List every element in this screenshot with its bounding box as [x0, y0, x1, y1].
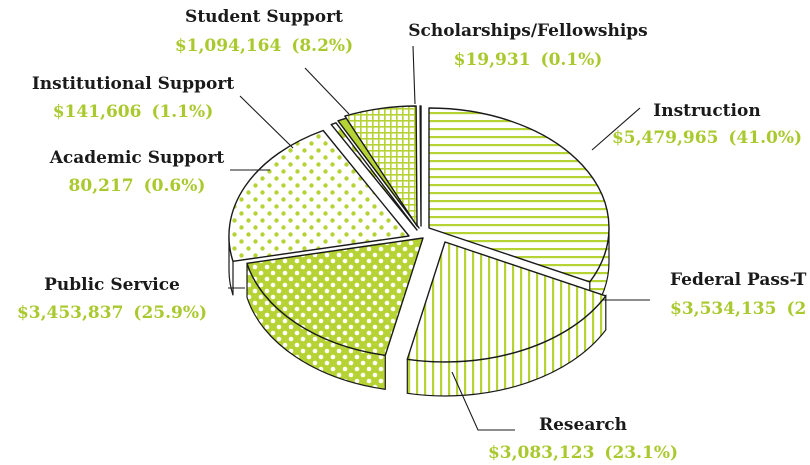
slice-label-value-5: $141,606 (1.1%)	[53, 102, 214, 122]
slice-label-value-6: $1,094,164 (8.2%)	[175, 36, 353, 56]
slice-amount-1: $3,534,135	[670, 299, 776, 319]
slice-label-name-2: Research	[539, 415, 627, 435]
slice-label-name-1: Federal Pass-T	[670, 270, 807, 290]
slice-amount-0: $5,479,965	[612, 128, 718, 148]
pie-slice-3	[228, 129, 410, 262]
slice-label-value-3: $3,453,837 (25.9%)	[17, 303, 207, 323]
slice-label-value-0: $5,479,965 (41.0%)	[612, 128, 802, 148]
slice-amount-6: $1,094,164	[175, 36, 282, 56]
slice-label-value-7: $19,931 (0.1%)	[454, 50, 603, 70]
slice-percent-2: (23.1%)	[604, 443, 678, 463]
slice-label-name-4: Academic Support	[49, 148, 225, 168]
leader-lines	[228, 45, 650, 431]
slice-label-value-1: $3,534,135 (2	[670, 299, 806, 319]
slice-percent-7: (0.1%)	[541, 50, 603, 70]
slice-label-value-2: $3,083,123 (23.1%)	[488, 443, 678, 463]
slice-label-name-7: Scholarships/Fellowships	[408, 21, 648, 41]
slice-percent-1: (2	[786, 299, 806, 319]
slice-label-name-3: Public Service	[44, 275, 180, 295]
slice-amount-3: $3,453,837	[17, 303, 123, 323]
slice-label-value-4: 80,217 (0.6%)	[69, 176, 206, 196]
leader-line-7	[412, 45, 416, 105]
leader-line-6	[304, 67, 350, 115]
slice-label-name-6: Student Support	[185, 7, 343, 27]
pie-slice-1	[406, 241, 607, 363]
pie-slice-4	[330, 122, 418, 231]
pie-slice-2	[246, 237, 424, 356]
slice-label-name-0: Instruction	[653, 101, 760, 121]
slice-percent-4: (0.6%)	[144, 176, 206, 196]
pie-tops	[228, 105, 610, 363]
slice-amount-5: $141,606	[53, 102, 142, 122]
slice-percent-3: (25.9%)	[133, 303, 207, 323]
slice-labels: Instruction $5,479,965 (41.0%) Federal Pass…	[17, 7, 807, 463]
slice-percent-6: (8.2%)	[291, 36, 353, 56]
leader-line-0	[591, 107, 641, 151]
slice-amount-4: 80,217	[69, 176, 134, 196]
pie-slice-7	[419, 105, 422, 227]
leader-line-5	[239, 95, 294, 149]
pie-slice-6	[344, 105, 418, 227]
slice-label-name-5: Institutional Support	[32, 74, 235, 94]
slice-amount-2: $3,083,123	[488, 443, 594, 463]
slice-amount-7: $19,931	[454, 50, 531, 70]
pie-slice-0	[428, 107, 610, 283]
leader-line-2	[451, 371, 515, 431]
slice-percent-0: (41.0%)	[728, 128, 802, 148]
slice-percent-5: (1.1%)	[151, 102, 213, 122]
